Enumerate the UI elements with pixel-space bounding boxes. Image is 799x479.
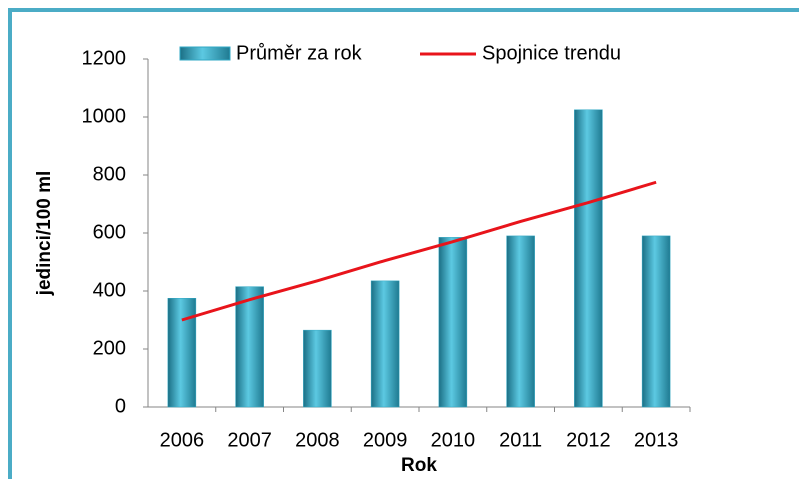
legend-swatch — [179, 46, 231, 61]
frame-left — [8, 8, 12, 479]
bar — [167, 298, 197, 408]
y-tick-label: 400 — [93, 279, 126, 301]
x-tick-label: 2011 — [499, 429, 542, 451]
x-tick-label: 2010 — [431, 429, 476, 451]
y-tick-label: 0 — [115, 395, 126, 417]
y-tick-label: 800 — [93, 163, 126, 185]
bar — [438, 237, 468, 408]
y-tick-label: 1000 — [82, 105, 127, 127]
x-tick-label: 2013 — [634, 429, 679, 451]
bar — [574, 109, 603, 408]
y-tick-label: 1200 — [82, 47, 127, 69]
frame-top — [8, 8, 799, 12]
bar — [506, 235, 535, 408]
x-tick-label: 2012 — [566, 429, 611, 451]
x-tick-label: 2007 — [227, 429, 272, 451]
y-axis-title: jedinci/100 ml — [34, 171, 55, 297]
bar — [235, 286, 264, 408]
y-tick-label: 200 — [93, 337, 126, 359]
bar — [641, 235, 671, 408]
x-tick-label: 2009 — [363, 429, 408, 451]
legend-label: Spojnice trendu — [482, 42, 621, 64]
trend-line — [181, 180, 657, 322]
x-tick-label: 2008 — [295, 429, 340, 451]
legend-label: Průměr za rok — [236, 42, 363, 64]
bar — [370, 280, 400, 408]
y-tick-label: 600 — [93, 221, 126, 243]
x-tick-label: 2006 — [160, 429, 205, 451]
bar — [303, 329, 332, 408]
x-axis-title: Rok — [401, 455, 437, 476]
